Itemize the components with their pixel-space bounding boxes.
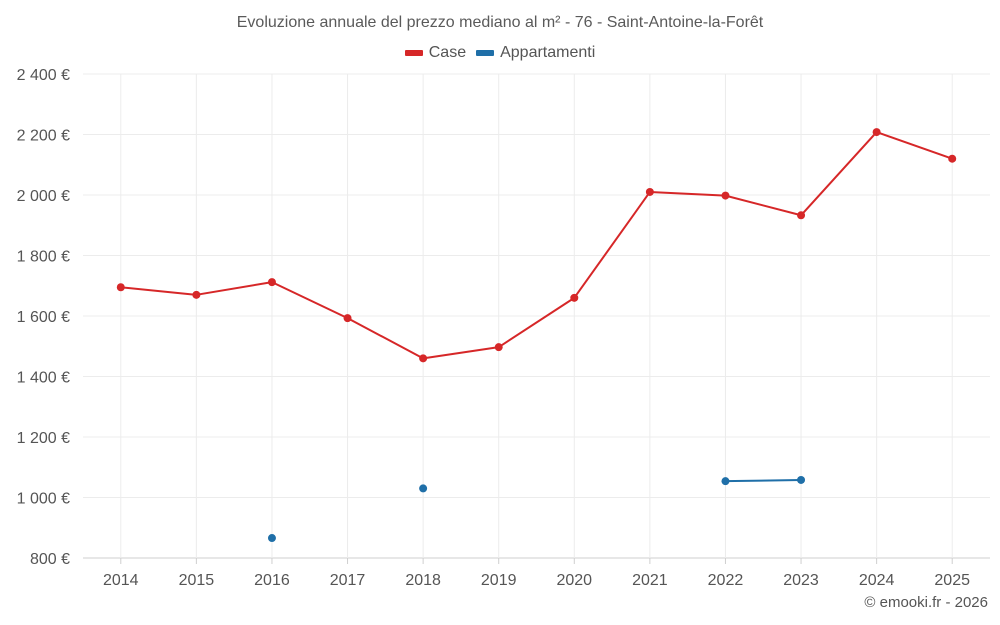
legend-label-appartamenti: Appartamenti bbox=[500, 44, 596, 61]
series-line-case bbox=[800, 131, 878, 217]
series-line-case bbox=[573, 190, 651, 299]
x-tick-label: 2021 bbox=[632, 572, 668, 589]
x-tick-label: 2017 bbox=[330, 572, 366, 589]
x-tick-label: 2016 bbox=[254, 572, 290, 589]
series-line-case bbox=[346, 317, 425, 360]
credit-text: © emooki.fr - 2026 bbox=[864, 594, 988, 611]
series-line-case bbox=[875, 131, 954, 160]
y-tick-label: 2 400 € bbox=[17, 67, 70, 84]
series-line-case bbox=[724, 194, 803, 217]
data-point-case bbox=[721, 191, 730, 200]
x-tick-label: 2020 bbox=[556, 572, 592, 589]
legend: Case Appartamenti bbox=[0, 44, 1000, 62]
data-point-case bbox=[645, 187, 654, 196]
y-tick-label: 1 200 € bbox=[17, 430, 70, 447]
x-tick-label: 2024 bbox=[859, 572, 895, 589]
series-line-case bbox=[648, 190, 727, 197]
series-line-case bbox=[497, 296, 576, 349]
legend-swatch-appartamenti bbox=[476, 50, 495, 56]
legend-item-appartamenti[interactable]: Appartamenti bbox=[476, 44, 595, 62]
y-tick-label: 1 400 € bbox=[17, 370, 70, 387]
data-point-case bbox=[116, 283, 125, 292]
y-tick-label: 800 € bbox=[30, 551, 70, 568]
series-line-case bbox=[119, 286, 198, 296]
y-tick-label: 1 800 € bbox=[17, 249, 70, 266]
data-point-case bbox=[343, 314, 352, 323]
legend-item-case[interactable]: Case bbox=[404, 44, 467, 62]
y-tick-label: 1 000 € bbox=[17, 491, 70, 508]
data-point-case bbox=[948, 154, 957, 163]
data-point-case bbox=[797, 211, 806, 220]
x-tick-label: 2023 bbox=[783, 572, 819, 589]
y-tick-label: 2 000 € bbox=[17, 188, 70, 205]
data-point-appartamenti bbox=[419, 484, 428, 493]
x-tick-label: 2025 bbox=[934, 572, 970, 589]
y-tick-label: 2 200 € bbox=[17, 128, 70, 145]
x-tick-label: 2019 bbox=[481, 572, 517, 589]
chart-title: Evoluzione annuale del prezzo mediano al… bbox=[236, 14, 764, 31]
data-point-case bbox=[494, 343, 503, 352]
y-tick-label: 1 600 € bbox=[17, 309, 70, 326]
series-line-case bbox=[195, 281, 273, 296]
data-point-case bbox=[192, 290, 201, 299]
series-line-appartamenti bbox=[724, 478, 803, 483]
x-tick-label: 2015 bbox=[179, 572, 215, 589]
data-point-appartamenti bbox=[267, 534, 276, 543]
x-tick-label: 2018 bbox=[405, 572, 441, 589]
data-point-appartamenti bbox=[721, 477, 730, 486]
data-point-case bbox=[872, 128, 881, 137]
data-point-case bbox=[267, 278, 276, 287]
data-point-case bbox=[570, 293, 579, 302]
x-tick-label: 2014 bbox=[103, 572, 139, 589]
legend-swatch-case bbox=[404, 50, 423, 56]
legend-label-case: Case bbox=[428, 44, 467, 61]
data-point-case bbox=[419, 354, 428, 363]
data-point-appartamenti bbox=[797, 475, 806, 484]
series-line-case bbox=[270, 281, 349, 320]
x-tick-label: 2022 bbox=[708, 572, 744, 589]
series-line-case bbox=[422, 346, 500, 360]
